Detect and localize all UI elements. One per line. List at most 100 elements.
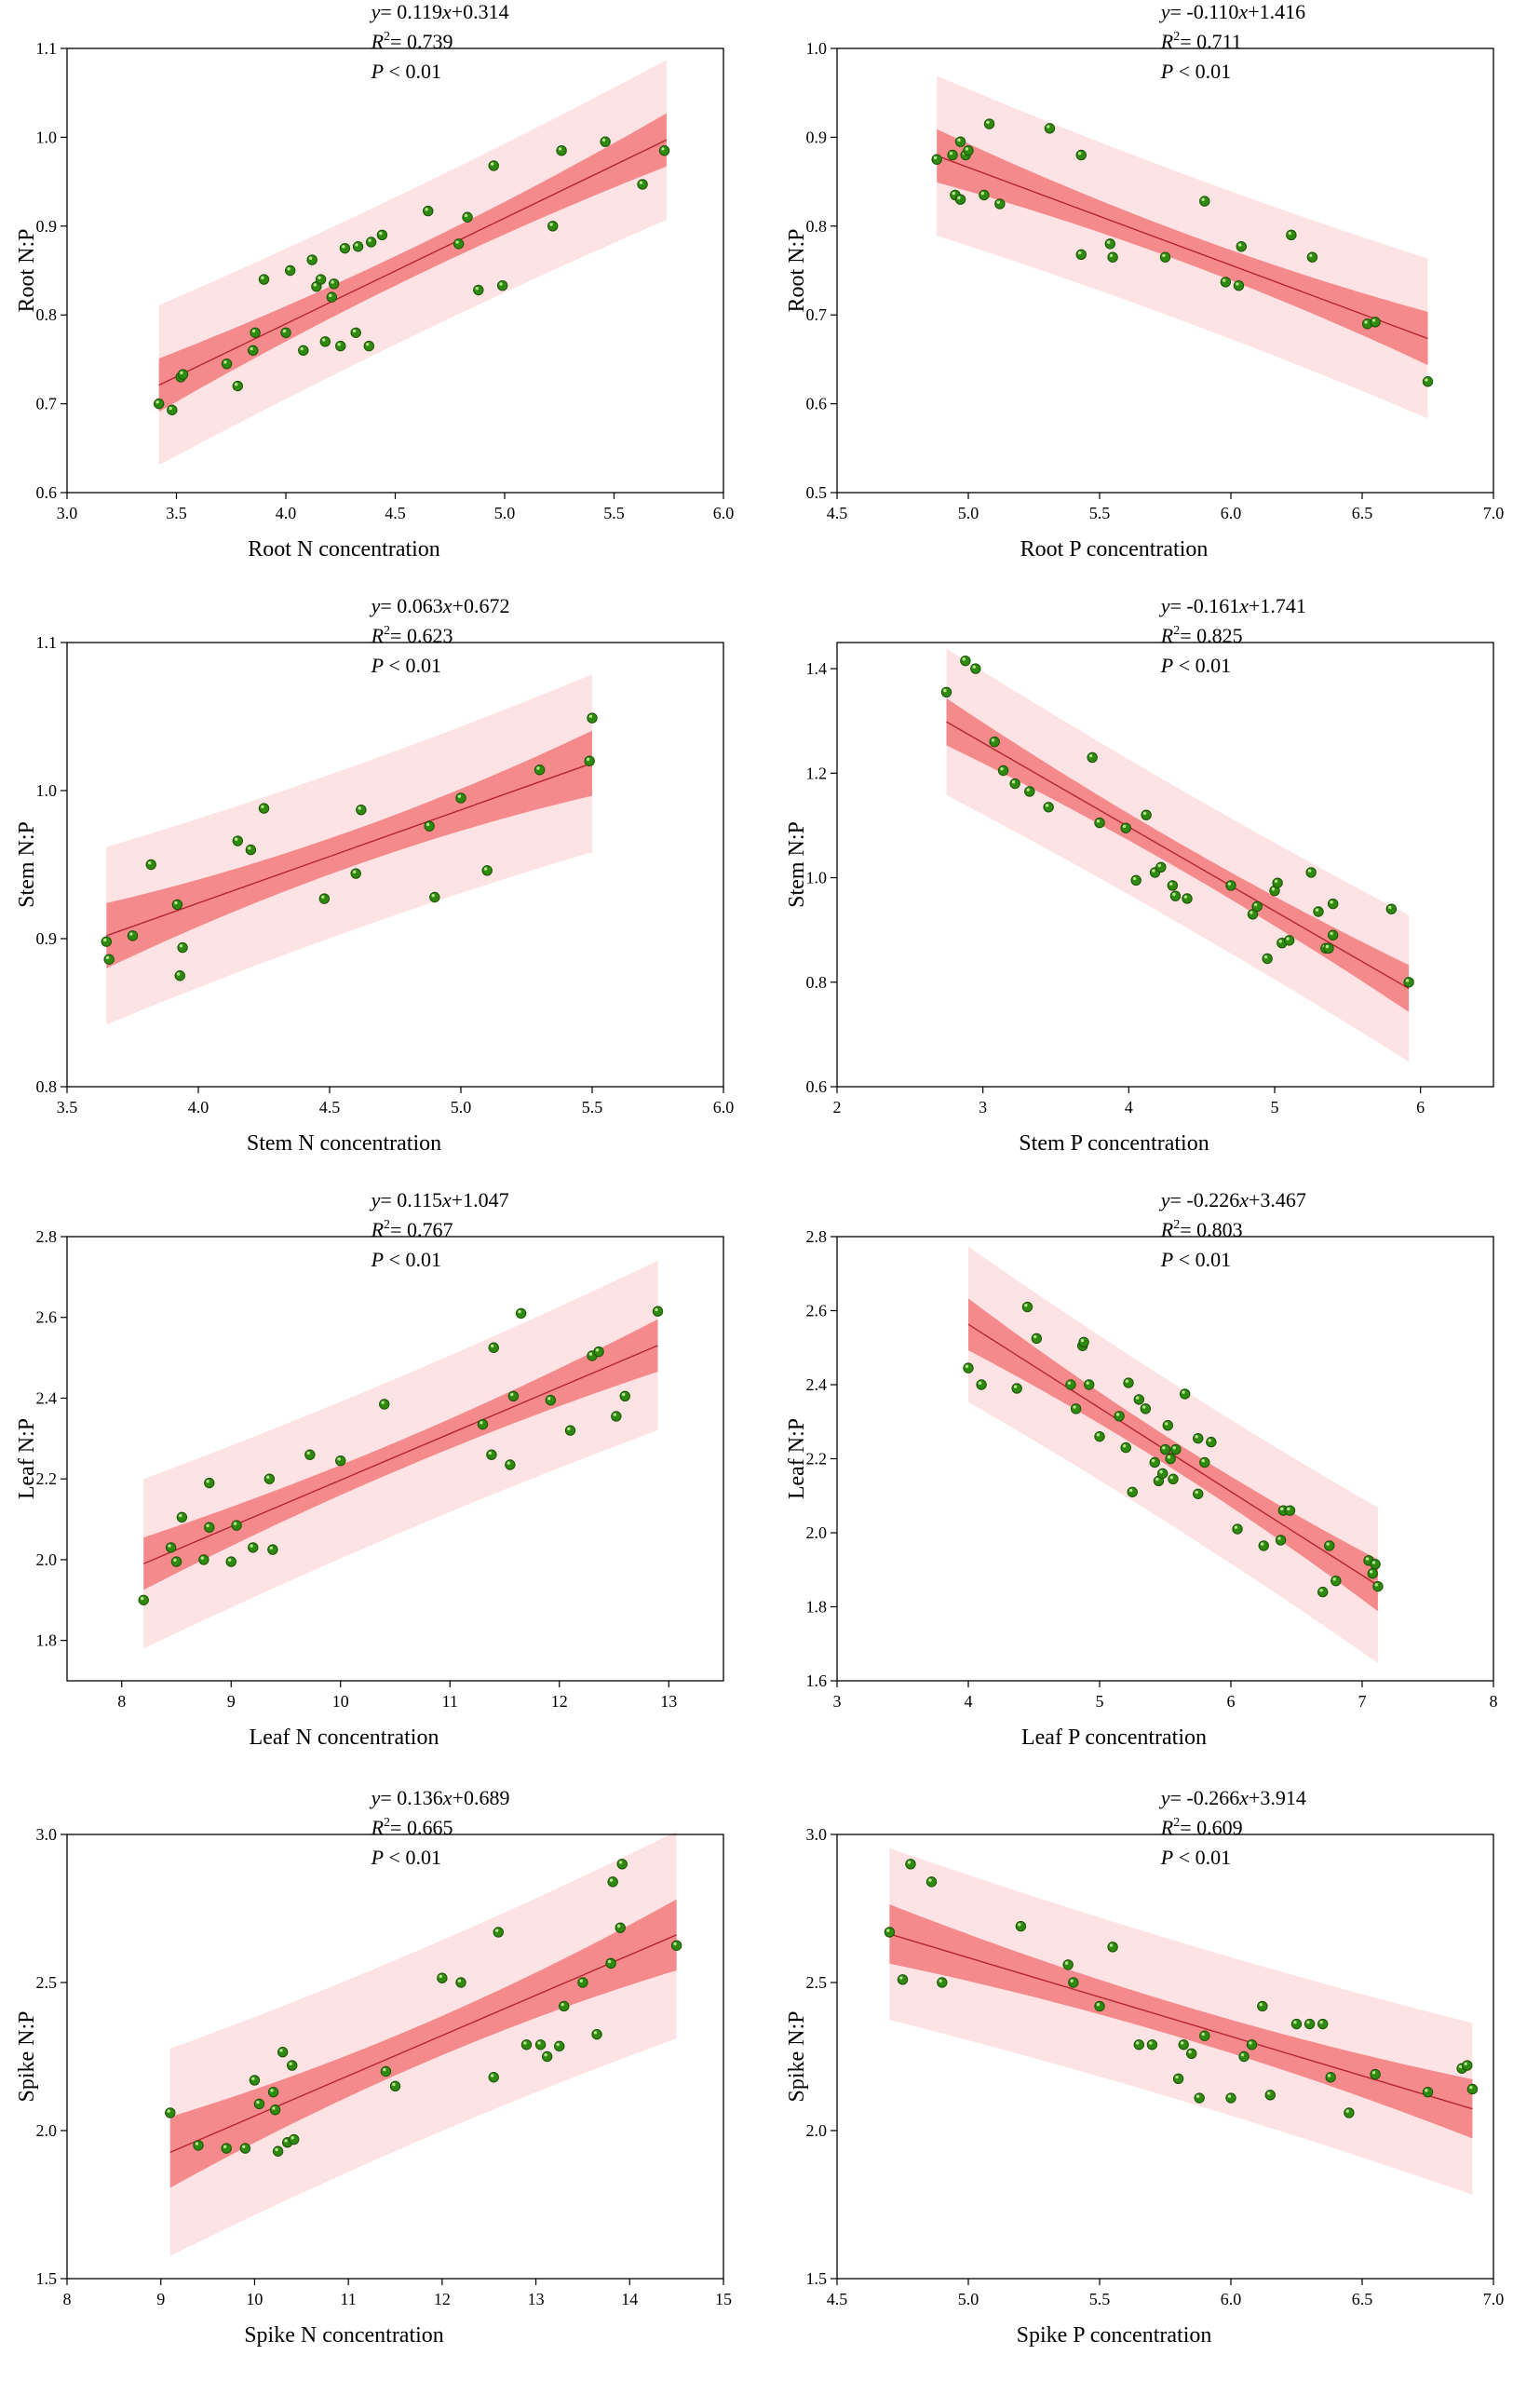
- chart-leaf-p: 3 4 5 6 7 8 1.6 1.8 2.0 2.2 2.4 2.6 2.8 Leaf P concen…: [785, 1188, 1498, 1750]
- x-tick-label: 6.0: [1221, 2290, 1242, 2308]
- x-axis-label: Spike N concentration: [244, 2323, 444, 2348]
- data-point-highlight: [1271, 887, 1276, 891]
- data-point-highlight: [613, 1413, 616, 1416]
- data-point-highlight: [1122, 824, 1127, 829]
- data-point-highlight: [518, 1309, 521, 1314]
- data-point: [1324, 1540, 1335, 1551]
- data-point-highlight: [272, 2106, 276, 2110]
- data-point: [1283, 935, 1295, 946]
- chart-spike-p: 4.5 5.0 5.5 6.0 6.5 7.0 1.5 2.0 2.5 3.0 Spike P co…: [785, 1786, 1504, 2348]
- y-axis-label: Root N:P: [785, 228, 809, 312]
- data-point-highlight: [1115, 1413, 1120, 1416]
- data-point: [287, 2060, 298, 2071]
- data-point: [1313, 906, 1324, 917]
- data-point-highlight: [595, 1348, 600, 1352]
- data-point-highlight: [523, 2041, 527, 2045]
- data-point: [285, 264, 296, 277]
- data-point: [963, 145, 974, 156]
- data-point: [145, 859, 156, 871]
- x-tick-label: 5.0: [958, 504, 979, 522]
- data-point: [1065, 1379, 1076, 1390]
- data-point: [138, 1594, 149, 1605]
- data-point: [970, 663, 981, 674]
- data-point: [559, 2000, 570, 2012]
- data-point-highlight: [1013, 1385, 1018, 1388]
- data-point: [319, 336, 331, 347]
- data-point-highlight: [1132, 876, 1137, 881]
- data-point-highlight: [1106, 240, 1111, 244]
- y-tick-label: 1.4: [806, 659, 828, 678]
- data-point: [1258, 1540, 1269, 1551]
- data-point-highlight: [1162, 1446, 1166, 1450]
- x-tick-label: 13: [528, 2290, 545, 2308]
- data-point-highlight: [556, 2042, 560, 2047]
- x-tick-label: 5.0: [451, 1098, 472, 1117]
- y-tick-label: 0.7: [806, 305, 828, 324]
- data-point-highlight: [256, 2100, 260, 2105]
- data-point: [424, 820, 435, 832]
- plot-frame: [66, 1834, 724, 2280]
- plot-frame: [66, 642, 724, 1088]
- data-point-highlight: [1327, 2074, 1331, 2077]
- y-tick-label: 1.8: [806, 1598, 828, 1617]
- data-point-highlight: [1136, 2041, 1140, 2045]
- data-point: [352, 241, 364, 252]
- x-tick-label: 5.5: [1089, 504, 1111, 522]
- data-point: [593, 1346, 604, 1358]
- data-point-highlight: [464, 213, 468, 218]
- data-point-highlight: [957, 196, 961, 200]
- data-point: [1422, 376, 1434, 387]
- p-value: P < 0.01: [1160, 654, 1231, 677]
- data-point: [225, 1556, 236, 1567]
- data-point-highlight: [1371, 2071, 1376, 2075]
- data-point: [1182, 893, 1193, 904]
- regression-equation: y= -0.226x+3.467: [1159, 1188, 1306, 1211]
- data-point-highlight: [588, 1352, 593, 1356]
- data-point-highlight: [490, 162, 494, 166]
- data-point-highlight: [1280, 1507, 1284, 1511]
- data-point: [1172, 2073, 1184, 2085]
- data-point: [505, 1459, 516, 1470]
- chart-stem-p: 2 3 4 5 6 0.6 0.8 1.0 1.2 1.4 Stem P concentration…: [785, 594, 1494, 1156]
- data-point-highlight: [381, 1401, 385, 1404]
- data-point-highlight: [567, 1427, 571, 1431]
- data-point-highlight: [227, 1558, 232, 1562]
- data-point: [534, 2039, 547, 2050]
- data-point: [477, 1418, 489, 1430]
- plot-frame: [836, 642, 1494, 1088]
- data-point-highlight: [355, 243, 358, 247]
- data-point-highlight: [1330, 900, 1333, 904]
- data-point: [1272, 877, 1283, 888]
- data-point-highlight: [1345, 2109, 1349, 2113]
- data-point: [177, 941, 188, 954]
- data-point: [1107, 251, 1118, 263]
- x-tick-label: 8: [63, 2290, 72, 2308]
- data-point-highlight: [455, 240, 459, 244]
- data-point-highlight: [1000, 766, 1004, 771]
- plot-frame: [66, 1236, 724, 1682]
- data-point-highlight: [1172, 1446, 1176, 1450]
- data-point-highlight: [368, 238, 371, 242]
- x-tick-label: 4: [965, 1692, 973, 1711]
- y-tick-label: 1.0: [806, 39, 828, 58]
- data-point-highlight: [250, 1544, 253, 1548]
- data-point-highlight: [1236, 282, 1239, 286]
- data-point-highlight: [1195, 1435, 1198, 1439]
- x-tick-label: 9: [227, 1692, 236, 1711]
- data-point: [473, 284, 484, 296]
- data-point-highlight: [313, 283, 317, 287]
- data-point: [619, 1390, 630, 1401]
- y-axis-label: Root N:P: [15, 228, 39, 312]
- chart-panel-spike-n: 8 9 10 11 12 13 14 15 1.5 2.0 2.5 3.0 Spike N concen…: [0, 1786, 770, 2381]
- data-point: [587, 712, 598, 724]
- data-point-highlight: [1277, 1536, 1281, 1540]
- y-tick-label: 1.6: [806, 1671, 828, 1690]
- r-squared: R2= 0.803: [1160, 1218, 1243, 1241]
- r-squared: R2= 0.665: [371, 1816, 453, 1839]
- data-point: [1123, 1377, 1134, 1388]
- fit-line: [946, 721, 1410, 990]
- data-point-highlight: [1196, 2094, 1200, 2098]
- data-point: [1306, 251, 1318, 263]
- data-point-highlight: [155, 400, 159, 404]
- data-point: [541, 2050, 553, 2063]
